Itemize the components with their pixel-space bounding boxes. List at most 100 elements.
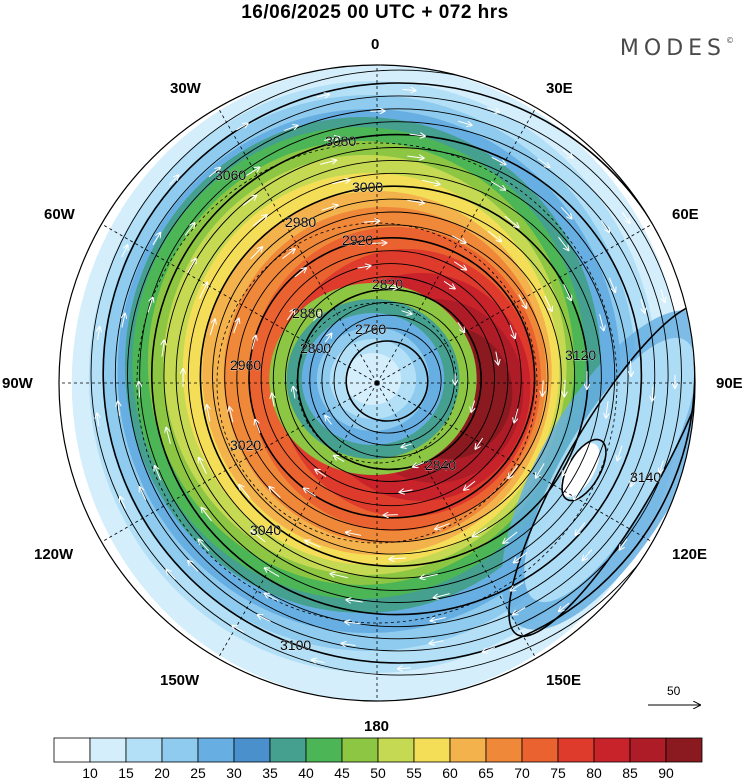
wind-arrow (139, 382, 140, 398)
contour-label: 3000 (352, 179, 383, 195)
wind-arrow (563, 283, 572, 300)
meridian-line (376, 223, 653, 384)
wind-arrow (284, 126, 297, 132)
wind-arrow (239, 485, 251, 499)
wind-arrow (330, 574, 348, 579)
wind-arrow (169, 175, 179, 186)
lon-label-60w: 60W (44, 206, 75, 223)
wind-arrow (242, 196, 256, 206)
wind-arrow (332, 180, 349, 185)
colorbar-label: 70 (514, 765, 530, 781)
wind-arrow (236, 123, 247, 131)
wind-arrow (120, 497, 126, 509)
wind-arrow (606, 401, 608, 417)
wind-arrow (471, 400, 474, 412)
latitude-circle (216, 222, 538, 544)
wind-arrow (265, 594, 279, 602)
wind-arrow (312, 660, 325, 663)
wind-arrow (518, 294, 527, 308)
wind-arrow (537, 158, 549, 167)
colorbar-swatch (629, 737, 667, 763)
wind-arrow (97, 413, 99, 427)
wind-arrow (542, 380, 543, 395)
wind-arrow (199, 282, 208, 299)
wind-arrow (401, 311, 412, 314)
wind-arrow (346, 600, 363, 602)
colorbar-swatch (557, 737, 595, 763)
colorbar-swatch (305, 737, 343, 763)
contour-label: 3020 (230, 437, 261, 453)
map-border (58, 64, 696, 702)
wind-arrow (490, 181, 505, 189)
wind-arrow (661, 289, 665, 302)
colorbar-swatch (89, 737, 127, 763)
lon-label-0: 0 (371, 36, 380, 53)
contour-line (236, 224, 549, 531)
wind-arrow (640, 298, 645, 313)
meridian-line (217, 382, 378, 659)
wind-arrow (659, 460, 664, 472)
brand-name: MODES (619, 36, 726, 61)
contour-label: 2960 (230, 357, 261, 373)
wind-arrow (372, 243, 386, 244)
wind-arrow (282, 249, 294, 259)
contour-label: 3040 (250, 522, 281, 538)
wind-arrow (325, 416, 332, 425)
contour-line (114, 95, 682, 652)
vortex-core-band (344, 353, 402, 405)
colorbar-label: 55 (406, 765, 422, 781)
wind-arrow (574, 484, 583, 499)
colorbar-swatch (125, 737, 163, 763)
brand-logo: MODES© (620, 36, 734, 61)
wind-arrow (341, 644, 356, 646)
colorbar-label: 40 (298, 765, 314, 781)
wind-arrow (409, 134, 425, 136)
contour-line (175, 159, 616, 591)
contour-line (127, 108, 669, 640)
wind-arrow (631, 472, 637, 486)
contour-labels: 2760 2800 2820 2840 2880 2920 2960 2980 3000 3020… (215, 133, 662, 653)
wind-arrow (583, 549, 593, 561)
colorbar-swatch (413, 737, 451, 763)
colorbar-label: 20 (154, 765, 170, 781)
colorbar-swatch (341, 737, 379, 763)
wind-arrow (503, 531, 518, 543)
wind-arrow (255, 420, 261, 434)
meridian-line (101, 382, 378, 543)
wind-arrow (508, 465, 518, 478)
lon-label-90e: 90E (716, 375, 743, 392)
pole-marker (374, 380, 380, 386)
wind-arrow (496, 351, 498, 365)
wind-arrow (251, 336, 256, 350)
wind-arrow (600, 220, 609, 232)
lon-label-60e: 60E (672, 206, 699, 223)
meridian-line (376, 382, 537, 659)
colorbar-label: 75 (550, 765, 566, 781)
colorbar-label: 15 (118, 765, 134, 781)
wind-arrow (147, 298, 153, 313)
colorbar-swatch (53, 737, 91, 763)
wind-arrow (511, 581, 524, 590)
wind-arrow (451, 235, 466, 243)
wind-arrow (98, 327, 100, 340)
secondary-jet (560, 443, 600, 497)
meridian-line (217, 107, 378, 384)
wind-arrow (536, 463, 545, 477)
wind-arrow (389, 558, 407, 559)
contour-line (260, 250, 522, 507)
contour-label: 3080 (325, 133, 356, 149)
lon-label-180: 180 (364, 718, 390, 735)
wind-arrow (420, 573, 438, 578)
wind-arrow (509, 324, 515, 338)
contour-label: 2760 (355, 321, 386, 337)
wind-arrow (207, 405, 210, 422)
colorbar-swatch (665, 737, 703, 763)
wind-arrow (384, 515, 398, 516)
wind-arrow (544, 295, 552, 311)
wind-arrow (187, 259, 195, 274)
contour-line (212, 198, 576, 555)
wind-arrow (357, 266, 371, 268)
wind-arrow (413, 462, 425, 467)
wind-arrow (443, 280, 455, 288)
wind-arrow (430, 641, 444, 644)
